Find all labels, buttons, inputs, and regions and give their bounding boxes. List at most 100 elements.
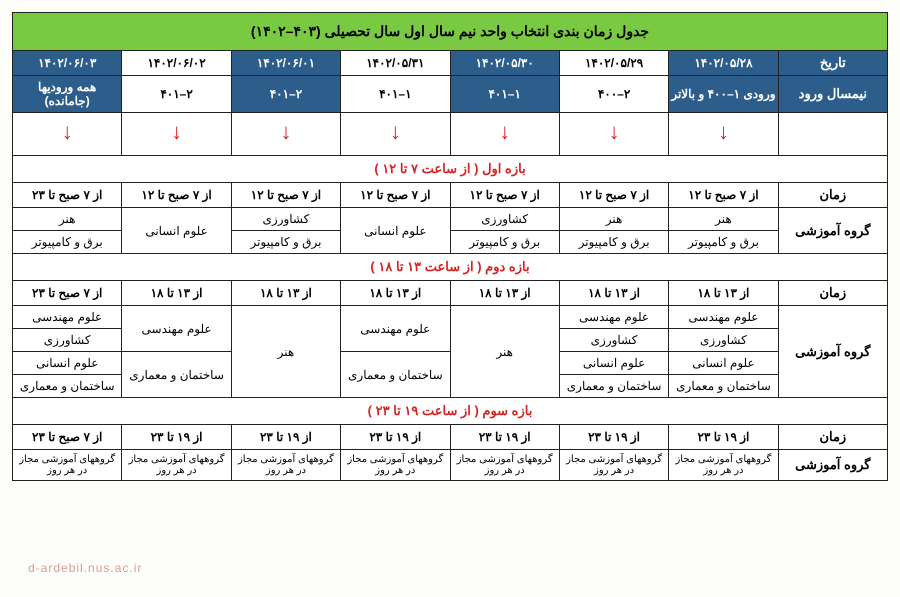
section2-title: بازه دوم ( از ساعت ۱۳ تا ۱۸ ) bbox=[13, 254, 888, 281]
s1-c5-merged: علوم انسانی bbox=[122, 208, 231, 254]
s2-time-6: از ۷ صبح تا ۲۳ bbox=[13, 281, 122, 306]
date-2: ۱۴۰۲/۰۵/۳۰ bbox=[450, 51, 559, 76]
s1-c1-r1: هنر bbox=[559, 208, 668, 231]
s3-time-4: از ۱۹ تا ۲۳ bbox=[231, 425, 340, 450]
s2-c1-r2: کشاورزی bbox=[559, 329, 668, 352]
entry-4: ۲–۴۰۱ bbox=[231, 76, 340, 113]
arrow-icon: ↓ bbox=[122, 113, 231, 156]
watermark: d-ardebil.nus.ac.ir bbox=[28, 561, 142, 575]
s2-c0-r4: ساختمان و معماری bbox=[669, 375, 778, 398]
section1-title: بازه اول ( از ساعت ۷ تا ۱۲ ) bbox=[13, 156, 888, 183]
s3-g-6: گروههای آموزشی مجاز در هر روز bbox=[13, 450, 122, 481]
s2-c3-bot: ساختمان و معماری bbox=[341, 352, 450, 398]
s3-time-2: از ۱۹ تا ۲۳ bbox=[450, 425, 559, 450]
s2-c5-bot: ساختمان و معماری bbox=[122, 352, 231, 398]
row-label-entry: نیمسال ورود bbox=[778, 76, 887, 113]
s2-time-5: از ۱۳ تا ۱۸ bbox=[122, 281, 231, 306]
s2-time-2: از ۱۳ تا ۱۸ bbox=[450, 281, 559, 306]
entry-5: ۲–۴۰۱ bbox=[122, 76, 231, 113]
arrow-icon: ↓ bbox=[450, 113, 559, 156]
s1-c1-r2: برق و کامپیوتر bbox=[559, 231, 668, 254]
time-label: زمان bbox=[778, 425, 887, 450]
s3-g-1: گروههای آموزشی مجاز در هر روز bbox=[559, 450, 668, 481]
date-1: ۱۴۰۲/۰۵/۲۹ bbox=[559, 51, 668, 76]
date-5: ۱۴۰۲/۰۶/۰۲ bbox=[122, 51, 231, 76]
group-label: گروه آموزشی bbox=[778, 306, 887, 398]
s1-c4-r1: کشاورزی bbox=[231, 208, 340, 231]
arrow-spacer bbox=[778, 113, 887, 156]
s1-c0-r2: برق و کامپیوتر bbox=[669, 231, 778, 254]
arrow-icon: ↓ bbox=[231, 113, 340, 156]
section1-time-row: زمان از ۷ صبح تا ۱۲ از ۷ صبح تا ۱۲ از ۷ … bbox=[13, 183, 888, 208]
s1-time-5: از ۷ صبح تا ۱۲ bbox=[122, 183, 231, 208]
group-label: گروه آموزشی bbox=[778, 208, 887, 254]
title-cell: جدول زمان بندی انتخاب واحد نیم سال اول س… bbox=[13, 13, 888, 51]
section3-title: بازه سوم ( از ساعت ۱۹ تا ۲۳ ) bbox=[13, 398, 888, 425]
s2-c1-r1: علوم مهندسی bbox=[559, 306, 668, 329]
time-label: زمان bbox=[778, 183, 887, 208]
s1-c0-r1: هنر bbox=[669, 208, 778, 231]
s1-c6-r2: برق و کامپیوتر bbox=[13, 231, 122, 254]
s2-time-3: از ۱۳ تا ۱۸ bbox=[341, 281, 450, 306]
s1-c2-r1: کشاورزی bbox=[450, 208, 559, 231]
s1-time-0: از ۷ صبح تا ۱۲ bbox=[669, 183, 778, 208]
section3-time-row: زمان از ۱۹ تا ۲۳ از ۱۹ تا ۲۳ از ۱۹ تا ۲۳… bbox=[13, 425, 888, 450]
s2-c2-merged: هنر bbox=[450, 306, 559, 398]
s1-time-6: از ۷ صبح تا ۲۳ bbox=[13, 183, 122, 208]
s2-c6-r4: ساختمان و معماری bbox=[13, 375, 122, 398]
date-4: ۱۴۰۲/۰۶/۰۱ bbox=[231, 51, 340, 76]
s3-g-4: گروههای آموزشی مجاز در هر روز bbox=[231, 450, 340, 481]
entry-3: ۱–۴۰۱ bbox=[341, 76, 450, 113]
entry-6: همه ورودیها (جامانده) bbox=[13, 76, 122, 113]
s2-time-4: از ۱۳ تا ۱۸ bbox=[231, 281, 340, 306]
section3-header: بازه سوم ( از ساعت ۱۹ تا ۲۳ ) bbox=[13, 398, 888, 425]
s2-c3-top: علوم مهندسی bbox=[341, 306, 450, 352]
s2-time-0: از ۱۳ تا ۱۸ bbox=[669, 281, 778, 306]
s3-g-0: گروههای آموزشی مجاز در هر روز bbox=[669, 450, 778, 481]
date-6: ۱۴۰۲/۰۶/۰۳ bbox=[13, 51, 122, 76]
s1-time-1: از ۷ صبح تا ۱۲ bbox=[559, 183, 668, 208]
s2-c4-merged: هنر bbox=[231, 306, 340, 398]
s2-c6-r3: علوم انسانی bbox=[13, 352, 122, 375]
section2-group-row1: گروه آموزشی علوم مهندسی علوم مهندسی هنر … bbox=[13, 306, 888, 329]
s3-g-3: گروههای آموزشی مجاز در هر روز bbox=[341, 450, 450, 481]
s2-c6-r1: علوم مهندسی bbox=[13, 306, 122, 329]
arrow-icon: ↓ bbox=[559, 113, 668, 156]
s2-c1-r4: ساختمان و معماری bbox=[559, 375, 668, 398]
s3-time-6: از ۷ صبح تا ۲۳ bbox=[13, 425, 122, 450]
arrow-icon: ↓ bbox=[669, 113, 778, 156]
entry-2: ۱–۴۰۱ bbox=[450, 76, 559, 113]
s1-time-2: از ۷ صبح تا ۱۲ bbox=[450, 183, 559, 208]
s2-c1-r3: علوم انسانی bbox=[559, 352, 668, 375]
section1-group-row1: گروه آموزشی هنر هنر کشاورزی علوم انسانی … bbox=[13, 208, 888, 231]
s3-g-2: گروههای آموزشی مجاز در هر روز bbox=[450, 450, 559, 481]
s1-c3-merged: علوم انسانی bbox=[341, 208, 450, 254]
entry-row: نیمسال ورود ورودی ۱–۴۰۰ و بالاتر ۲–۴۰۰ ۱… bbox=[13, 76, 888, 113]
s1-time-3: از ۷ صبح تا ۱۲ bbox=[341, 183, 450, 208]
s3-time-0: از ۱۹ تا ۲۳ bbox=[669, 425, 778, 450]
s3-time-3: از ۱۹ تا ۲۳ bbox=[341, 425, 450, 450]
entry-1: ۲–۴۰۰ bbox=[559, 76, 668, 113]
arrow-icon: ↓ bbox=[13, 113, 122, 156]
section1-header: بازه اول ( از ساعت ۷ تا ۱۲ ) bbox=[13, 156, 888, 183]
group-label: گروه آموزشی bbox=[778, 450, 887, 481]
s1-c4-r2: برق و کامپیوتر bbox=[231, 231, 340, 254]
s2-c0-r3: علوم انسانی bbox=[669, 352, 778, 375]
s2-c6-r2: کشاورزی bbox=[13, 329, 122, 352]
s2-c0-r1: علوم مهندسی bbox=[669, 306, 778, 329]
date-0: ۱۴۰۲/۰۵/۲۸ bbox=[669, 51, 778, 76]
time-label: زمان bbox=[778, 281, 887, 306]
s2-time-1: از ۱۳ تا ۱۸ bbox=[559, 281, 668, 306]
s1-c6-r1: هنر bbox=[13, 208, 122, 231]
date-3: ۱۴۰۲/۰۵/۳۱ bbox=[341, 51, 450, 76]
s2-c5-top: علوم مهندسی bbox=[122, 306, 231, 352]
row-label-date: تاریخ bbox=[778, 51, 887, 76]
s3-time-1: از ۱۹ تا ۲۳ bbox=[559, 425, 668, 450]
s3-time-5: از ۱۹ تا ۲۳ bbox=[122, 425, 231, 450]
s1-c2-r2: برق و کامپیوتر bbox=[450, 231, 559, 254]
arrow-icon: ↓ bbox=[341, 113, 450, 156]
section2-time-row: زمان از ۱۳ تا ۱۸ از ۱۳ تا ۱۸ از ۱۳ تا ۱۸… bbox=[13, 281, 888, 306]
section3-group-row: گروه آموزشی گروههای آموزشی مجاز در هر رو… bbox=[13, 450, 888, 481]
s3-g-5: گروههای آموزشی مجاز در هر روز bbox=[122, 450, 231, 481]
dates-row: تاریخ ۱۴۰۲/۰۵/۲۸ ۱۴۰۲/۰۵/۲۹ ۱۴۰۲/۰۵/۳۰ ۱… bbox=[13, 51, 888, 76]
